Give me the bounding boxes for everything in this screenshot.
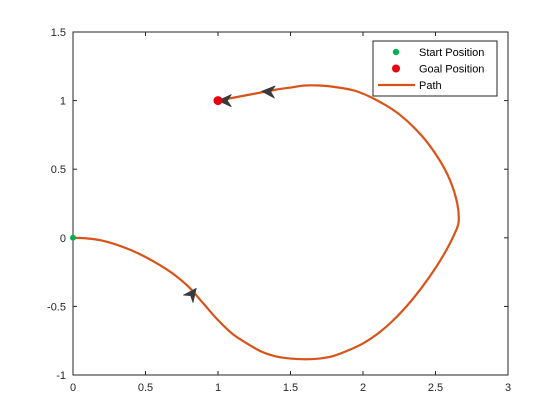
x-tick-label: 3 [505, 382, 511, 394]
x-axis: 0 0.5 1 1.5 2 2.5 3 [70, 32, 511, 394]
x-tick-label: 1 [215, 382, 221, 394]
arrowhead [217, 94, 232, 107]
y-tick-label: 1.5 [51, 27, 66, 39]
legend-label: Path [419, 80, 442, 92]
start-marker [70, 234, 76, 241]
y-tick-label: 0.5 [51, 164, 66, 176]
y-tick-label: 1 [60, 96, 66, 108]
direction-arrow [217, 94, 232, 107]
y-tick-label: 0 [60, 233, 66, 245]
series-layer [70, 84, 460, 361]
x-tick-label: 0 [70, 382, 76, 394]
y-axis: -1 -0.5 0 0.5 1 1.5 [47, 27, 508, 382]
direction-arrow [183, 288, 197, 303]
goal-marker [213, 96, 223, 106]
x-tick-label: 2.5 [428, 382, 443, 394]
legend: Start Position Goal Position Path [372, 40, 498, 97]
legend-swatch-goal-position [392, 64, 400, 73]
legend-label: Start Position [419, 47, 484, 59]
y-tick-label: -1 [56, 370, 66, 382]
arrowhead [183, 288, 197, 303]
y-tick-label: -0.5 [47, 301, 66, 313]
x-tick-label: 1.5 [283, 382, 298, 394]
direction-arrow [261, 85, 276, 99]
x-tick-label: 0.5 [138, 382, 153, 394]
path-line [72, 84, 460, 361]
arrowhead [261, 85, 276, 99]
legend-label: Goal Position [419, 64, 484, 76]
legend-swatch-start-position [392, 48, 400, 56]
x-tick-label: 2 [360, 382, 366, 394]
